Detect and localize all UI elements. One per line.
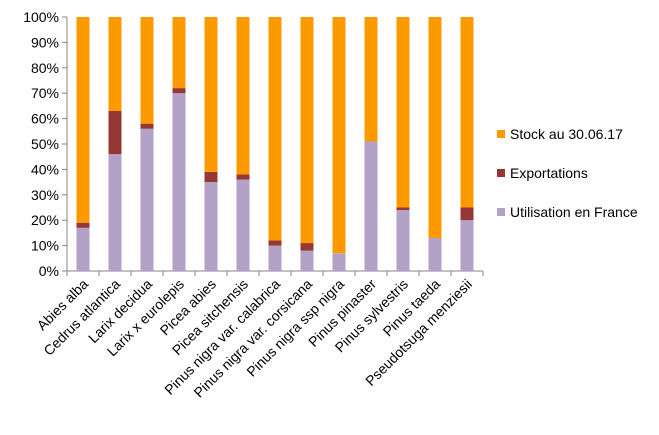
bar-segment-exportations (236, 174, 250, 180)
bar-segment-stock (364, 17, 378, 142)
bar-segment-utilisation (396, 210, 410, 271)
bar-segment-utilisation (268, 245, 282, 271)
bar-segment-utilisation (204, 182, 218, 271)
bar-segment-stock (428, 17, 442, 238)
legend-swatch (497, 169, 505, 177)
bar-segment-stock (460, 17, 474, 208)
bar-segment-stock (108, 17, 122, 111)
bar-segment-utilisation (236, 179, 250, 271)
legend-label: Utilisation en France (510, 204, 638, 220)
bar-segment-stock (236, 17, 250, 175)
legend-label: Stock au 30.06.17 (510, 126, 623, 142)
bar-segment-exportations (76, 222, 90, 228)
bar-segment-stock (300, 17, 314, 244)
bar-segment-exportations (204, 171, 218, 183)
y-tick-label: 100% (23, 9, 59, 25)
y-tick-label: 70% (31, 85, 59, 101)
bar-segment-exportations (396, 207, 410, 211)
bar-segment-utilisation (332, 253, 346, 271)
y-tick-label: 60% (31, 111, 59, 127)
bar-segment-utilisation (300, 250, 314, 271)
legend-label: Exportations (510, 165, 588, 181)
y-tick-label: 40% (31, 161, 59, 177)
y-tick-label: 30% (31, 187, 59, 203)
y-tick-label: 10% (31, 238, 59, 254)
bar-segment-stock (172, 17, 186, 89)
bar-segment-utilisation (428, 237, 442, 271)
bar-segment-utilisation (172, 93, 186, 271)
bar-segment-exportations (108, 110, 122, 155)
bar-segment-utilisation (140, 128, 154, 271)
y-tick-label: 0% (39, 263, 59, 279)
bar-segment-stock (204, 17, 218, 172)
bar-segment-utilisation (108, 154, 122, 271)
bar-segment-exportations (140, 123, 154, 129)
bar-segment-stock (396, 17, 410, 208)
y-tick-label: 20% (31, 212, 59, 228)
bar-segment-utilisation (364, 141, 378, 271)
legend-swatch (497, 208, 505, 216)
y-tick-label: 90% (31, 34, 59, 50)
bar-segment-exportations (300, 243, 314, 251)
y-tick-label: 50% (31, 136, 59, 152)
bar-segment-stock (332, 17, 346, 254)
legend-swatch (497, 130, 505, 138)
bar-segment-utilisation (76, 227, 90, 271)
bar-segment-stock (76, 17, 90, 223)
bar-segment-stock (268, 17, 282, 241)
y-tick-label: 80% (31, 60, 59, 76)
bar-segment-exportations (268, 240, 282, 246)
bar-segment-stock (140, 17, 154, 124)
bar-segment-exportations (172, 88, 186, 94)
bar-segment-utilisation (460, 220, 474, 271)
bar-segment-exportations (460, 207, 474, 221)
